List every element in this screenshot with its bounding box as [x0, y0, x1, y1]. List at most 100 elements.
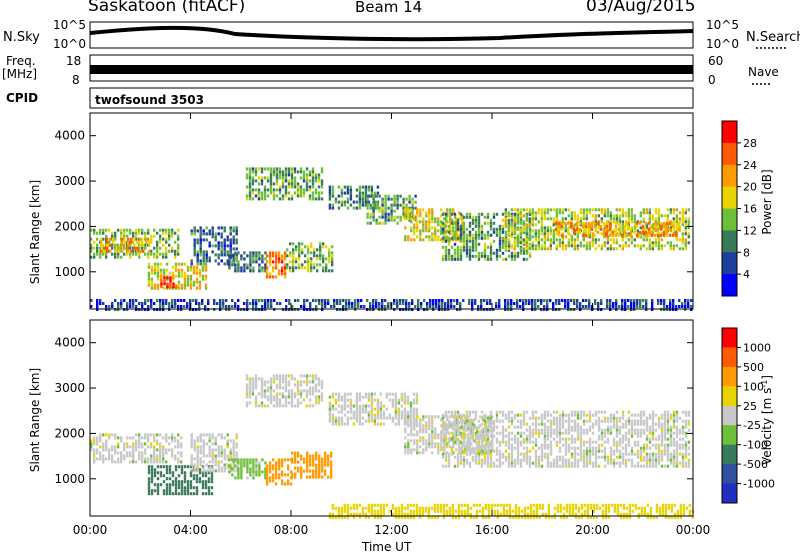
scatter-cell — [223, 244, 226, 248]
scatter-cell — [202, 439, 205, 443]
scatter-cell — [441, 245, 445, 249]
scatter-cell — [489, 224, 493, 228]
scatter-cell — [135, 445, 138, 449]
scatter-cell — [504, 233, 508, 237]
scatter-cell — [522, 214, 525, 218]
scatter-cell — [608, 233, 612, 237]
scatter-cell — [474, 230, 478, 234]
scatter-cell — [567, 220, 570, 224]
scatter-cell — [192, 474, 196, 478]
scatter-cell — [525, 452, 529, 456]
scatter-cell — [248, 176, 252, 180]
scatter-cell — [594, 461, 598, 465]
scatter-cell — [133, 246, 136, 250]
scatter-cell — [489, 227, 493, 231]
scatter-cell — [627, 232, 630, 236]
scatter-cell — [543, 431, 547, 435]
nsky-label: N.Sky — [3, 30, 40, 45]
scatter-cell — [171, 451, 174, 455]
scatter-cell — [470, 436, 473, 440]
scatter-cell — [240, 470, 243, 474]
scatter-cell — [474, 248, 478, 252]
scatter-cell — [456, 245, 460, 249]
scatter-cell — [531, 299, 534, 302]
scatter-cell — [278, 404, 282, 408]
scatter-cell — [558, 211, 561, 215]
scatter-cell — [510, 443, 514, 447]
scatter-cell — [260, 383, 264, 387]
scatter-cell — [447, 425, 451, 429]
scatter-cell — [99, 231, 102, 235]
scatter-cell — [627, 211, 630, 215]
scatter-cell — [681, 208, 684, 212]
scatter-cell — [278, 176, 282, 180]
scatter-cell — [317, 173, 321, 177]
scatter-cell — [456, 218, 460, 222]
scatter-cell — [579, 208, 582, 212]
scatter-cell — [459, 245, 463, 249]
scatter-cell — [193, 442, 196, 446]
scatter-cell — [243, 461, 246, 465]
scatter-cell — [567, 238, 570, 242]
scatter-cell — [114, 237, 117, 241]
scatter-cell — [177, 439, 180, 443]
scatter-cell — [199, 262, 202, 266]
scatter-cell — [102, 457, 105, 461]
scatter-cell — [558, 299, 561, 302]
scatter-cell — [570, 244, 573, 248]
scatter-cell — [549, 244, 552, 248]
scatter-cell — [576, 458, 580, 462]
scatter-cell — [235, 451, 238, 455]
scatter-cell — [358, 413, 362, 417]
scatter-cell — [537, 446, 541, 450]
scatter-cell — [168, 271, 172, 275]
scatter-cell — [309, 463, 312, 467]
scatter-cell — [482, 418, 485, 422]
scatter-cell — [165, 451, 168, 455]
scatter-cell — [217, 454, 220, 458]
scatter-cell — [235, 226, 238, 230]
scatter-cell — [428, 445, 431, 449]
scatter-cell — [260, 380, 264, 384]
scatter-cell — [618, 217, 621, 221]
scatter-cell — [441, 302, 444, 305]
scatter-cell — [561, 211, 564, 215]
scatter-cell — [582, 244, 585, 248]
scatter-cell — [672, 305, 675, 308]
scatter-cell — [132, 231, 135, 235]
scatter-cell — [313, 263, 316, 267]
scatter-cell — [349, 185, 353, 189]
scatter-cell — [465, 215, 469, 219]
scatter-cell — [267, 299, 270, 302]
scatter-cell — [450, 245, 454, 249]
scatter-cell — [461, 217, 464, 221]
scatter-cell — [99, 228, 102, 232]
scatter-cell — [647, 230, 651, 234]
scatter-cell — [405, 305, 408, 308]
scatter-cell — [657, 241, 660, 245]
scatter-cell — [193, 253, 196, 257]
scatter-cell — [366, 197, 369, 201]
scatter-cell — [573, 449, 577, 453]
scatter-cell — [449, 232, 452, 236]
scatter-cell — [223, 247, 226, 251]
scatter-cell — [666, 241, 669, 245]
scatter-cell — [311, 389, 315, 393]
scatter-cell — [391, 398, 395, 402]
scatter-cell — [621, 302, 624, 305]
scatter-cell — [320, 380, 324, 384]
scatter-cell — [177, 305, 180, 308]
scatter-cell — [205, 454, 208, 458]
scatter-cell — [174, 454, 177, 458]
scatter-cell — [334, 419, 338, 423]
scatter-cell — [251, 188, 255, 192]
scatter-cell — [627, 214, 630, 218]
scatter-cell — [546, 217, 549, 221]
scatter-cell — [546, 413, 550, 417]
scatter-cell — [504, 305, 507, 308]
scatter-cell — [432, 302, 435, 305]
scatter-cell — [135, 439, 138, 443]
scatter-cell — [599, 224, 603, 228]
scatter-cell — [525, 422, 529, 426]
